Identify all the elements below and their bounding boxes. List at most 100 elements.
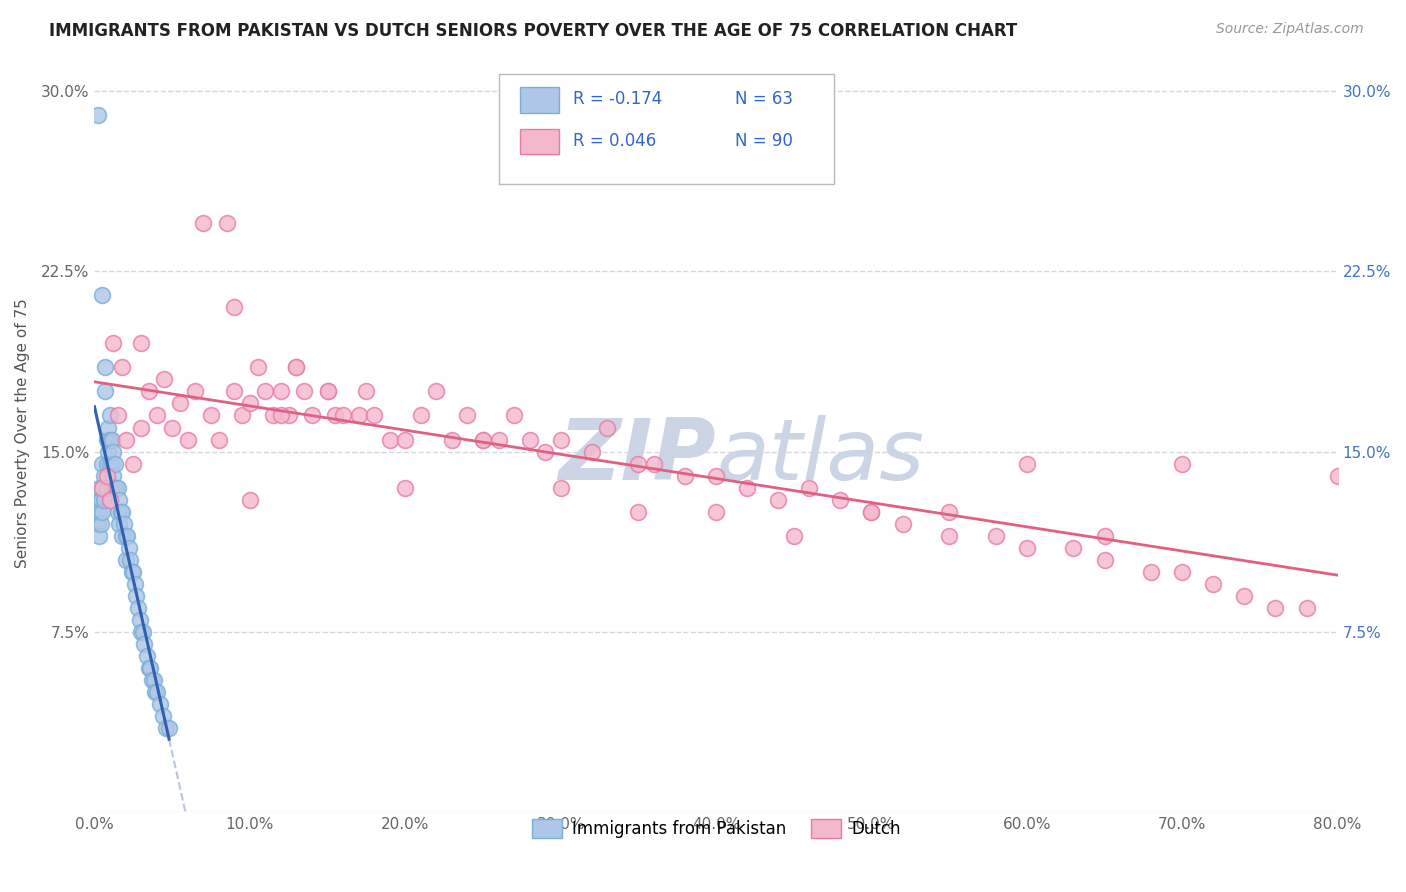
Point bbox=[118, 541, 141, 555]
Point bbox=[120, 552, 142, 566]
Point bbox=[270, 384, 292, 399]
Point bbox=[143, 685, 166, 699]
Point bbox=[107, 505, 129, 519]
Text: IMMIGRANTS FROM PAKISTAN VS DUTCH SENIORS POVERTY OVER THE AGE OF 75 CORRELATION: IMMIGRANTS FROM PAKISTAN VS DUTCH SENIOR… bbox=[49, 22, 1018, 40]
Point bbox=[735, 481, 758, 495]
Point bbox=[860, 505, 883, 519]
Point bbox=[91, 457, 114, 471]
Point bbox=[121, 565, 143, 579]
Point bbox=[1094, 552, 1116, 566]
Point bbox=[97, 420, 120, 434]
Point bbox=[472, 433, 495, 447]
Point bbox=[112, 516, 135, 531]
Point bbox=[153, 372, 176, 386]
Point bbox=[96, 481, 118, 495]
Point bbox=[104, 457, 127, 471]
Point bbox=[472, 433, 495, 447]
Text: N = 63: N = 63 bbox=[735, 90, 793, 108]
Point bbox=[122, 457, 145, 471]
Point bbox=[363, 409, 385, 423]
Point bbox=[89, 528, 111, 542]
Point bbox=[440, 433, 463, 447]
Point bbox=[114, 552, 136, 566]
Point bbox=[155, 721, 177, 735]
Point bbox=[94, 384, 117, 399]
Point bbox=[149, 697, 172, 711]
Point bbox=[550, 481, 572, 495]
Point bbox=[84, 505, 107, 519]
Point bbox=[91, 481, 114, 495]
Point bbox=[270, 409, 292, 423]
Point bbox=[98, 409, 121, 423]
Point bbox=[169, 396, 191, 410]
Point bbox=[301, 409, 323, 423]
Point bbox=[332, 409, 354, 423]
Point bbox=[111, 528, 134, 542]
Text: R = -0.174: R = -0.174 bbox=[574, 90, 662, 108]
Point bbox=[488, 433, 510, 447]
Point bbox=[107, 481, 129, 495]
Point bbox=[394, 433, 416, 447]
Point bbox=[105, 481, 128, 495]
Point bbox=[90, 492, 112, 507]
Point bbox=[200, 409, 222, 423]
Point bbox=[860, 505, 883, 519]
Point bbox=[378, 433, 401, 447]
Point bbox=[1140, 565, 1163, 579]
Point bbox=[534, 444, 557, 458]
Point bbox=[938, 528, 960, 542]
Point bbox=[456, 409, 478, 423]
Point bbox=[1264, 600, 1286, 615]
Point bbox=[129, 336, 152, 351]
Point bbox=[122, 565, 145, 579]
Point bbox=[799, 481, 821, 495]
Point bbox=[98, 457, 121, 471]
Point bbox=[783, 528, 806, 542]
Point bbox=[91, 481, 114, 495]
Point bbox=[1094, 528, 1116, 542]
Point bbox=[145, 685, 167, 699]
Point bbox=[425, 384, 447, 399]
Point bbox=[316, 384, 339, 399]
Bar bbox=[520, 128, 560, 154]
Point bbox=[277, 409, 299, 423]
Point bbox=[704, 468, 727, 483]
Point bbox=[97, 444, 120, 458]
Point bbox=[93, 468, 115, 483]
Point bbox=[1233, 589, 1256, 603]
Point bbox=[142, 673, 165, 687]
Point bbox=[136, 648, 159, 663]
Point bbox=[115, 528, 138, 542]
Text: N = 90: N = 90 bbox=[735, 132, 793, 150]
Text: atlas: atlas bbox=[716, 415, 924, 498]
Point bbox=[239, 396, 262, 410]
Point bbox=[90, 516, 112, 531]
Point bbox=[129, 420, 152, 434]
Point bbox=[643, 457, 665, 471]
Point bbox=[94, 360, 117, 375]
Point bbox=[627, 457, 650, 471]
Point bbox=[86, 492, 108, 507]
Point bbox=[184, 384, 207, 399]
Point bbox=[128, 613, 150, 627]
Point bbox=[114, 433, 136, 447]
Point bbox=[356, 384, 378, 399]
Point bbox=[100, 433, 122, 447]
Point bbox=[129, 624, 152, 639]
Point bbox=[152, 708, 174, 723]
Point bbox=[177, 433, 200, 447]
Point bbox=[110, 505, 132, 519]
Point bbox=[224, 301, 246, 315]
Point bbox=[91, 288, 114, 302]
Point bbox=[160, 420, 183, 434]
Point bbox=[231, 409, 253, 423]
Point bbox=[224, 384, 246, 399]
Bar bbox=[520, 87, 560, 112]
Point bbox=[1171, 565, 1194, 579]
Point bbox=[145, 409, 167, 423]
Point bbox=[292, 384, 315, 399]
Point bbox=[125, 589, 148, 603]
Point bbox=[891, 516, 914, 531]
Text: ZIP: ZIP bbox=[558, 415, 716, 498]
Point bbox=[157, 721, 180, 735]
